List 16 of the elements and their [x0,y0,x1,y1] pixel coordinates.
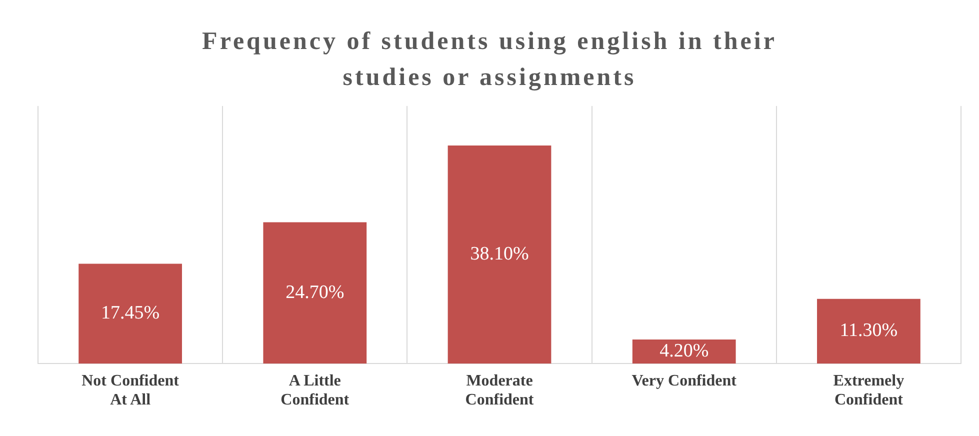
x-tick-label: A Little Confident [280,372,350,409]
bar [817,298,920,364]
x-tick-label: Extremely Confident [833,372,904,409]
x-tick-label: Not Confident At All [82,372,180,409]
bar [448,146,552,364]
x-tick-label: Very Confident [632,372,738,390]
x-tick-label: Moderate Confident [465,372,534,409]
data-label: 11.30% [840,320,898,342]
chart-title: Frequency of students using english in their studies or assignments [201,27,778,93]
bar [263,222,367,364]
data-label: 38.10% [470,244,529,265]
bar [78,264,182,364]
bar [632,340,736,364]
data-label: 17.45% [101,302,160,324]
data-label: 24.70% [286,282,344,303]
data-label: 4.20% [660,340,709,362]
